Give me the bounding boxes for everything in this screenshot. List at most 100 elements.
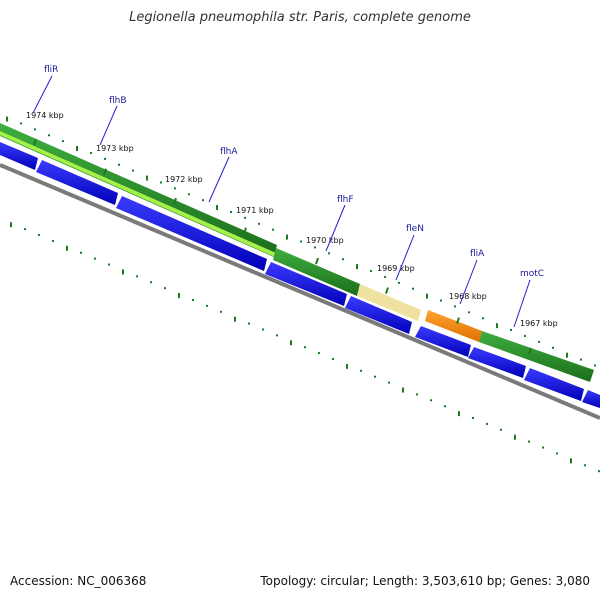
gc-dot — [164, 287, 166, 290]
gene-labels: fliR flhB flhA flhF fleN fliA motC — [32, 65, 544, 328]
gc-dot — [566, 352, 568, 358]
gc-dot — [402, 387, 404, 393]
scale-tick — [173, 197, 177, 205]
gc-dot — [514, 434, 516, 440]
kbp-label: 1970 kbp — [306, 236, 344, 245]
gc-dot — [304, 346, 306, 349]
gc-dot — [132, 169, 134, 172]
kbp-label: 1972 kbp — [165, 175, 203, 184]
gene-label-flhF: flhF — [337, 195, 354, 205]
gc-dot — [206, 304, 208, 307]
gc-dot — [174, 187, 176, 190]
gc-dot — [300, 240, 302, 243]
gc-dot — [584, 464, 586, 467]
gc-dot — [384, 275, 386, 278]
gc-dot — [108, 263, 110, 266]
gc-dot — [122, 269, 124, 275]
gc-dot — [360, 369, 362, 372]
gc-dot — [356, 264, 358, 270]
gene-leader-line — [513, 279, 531, 328]
gc-dot — [258, 222, 260, 225]
reverse-cds-track — [0, 142, 600, 408]
cds-arrow — [524, 368, 584, 401]
inner-dot-track — [10, 222, 600, 473]
scale-tick — [243, 227, 247, 235]
gene-label-fliA: fliA — [470, 249, 485, 259]
cds-arrow — [265, 262, 347, 306]
gene-label-fleN: fleN — [406, 224, 424, 234]
gene-leader-line — [459, 259, 478, 305]
gc-dot — [398, 281, 400, 284]
gc-dot — [374, 375, 376, 378]
scale-tick — [528, 347, 532, 355]
cds-arrow — [345, 296, 412, 334]
genome-backbone — [0, 163, 600, 420]
gc-dot — [76, 146, 78, 152]
gc-dot — [230, 210, 232, 213]
gc-dot — [192, 298, 194, 301]
gc-dot — [556, 452, 558, 455]
gc-dot — [48, 134, 50, 137]
gc-dot — [500, 428, 502, 431]
gc-dot — [146, 175, 148, 181]
gc-dot — [20, 122, 22, 125]
gc-dot — [188, 193, 190, 196]
gc-dot — [94, 257, 96, 260]
gc-dot — [542, 446, 544, 449]
gene-leader-line — [99, 105, 118, 146]
gc-dot — [482, 317, 484, 320]
gene-label-fliR: fliR — [44, 65, 58, 75]
gc-dot — [346, 363, 348, 369]
gc-dot — [370, 270, 372, 273]
gc-dot — [594, 364, 596, 367]
gene-leader-line — [395, 234, 415, 281]
gc-dot — [286, 234, 288, 240]
gc-dot — [388, 381, 390, 384]
feature-fliA — [425, 310, 482, 342]
gc-dot — [528, 440, 530, 443]
kbp-label: 1968 kbp — [449, 292, 487, 301]
gc-dot — [216, 205, 218, 211]
gc-dot — [234, 316, 236, 322]
gene-label-motC: motC — [520, 269, 544, 279]
scale-tick — [103, 168, 107, 176]
gc-dot — [472, 417, 474, 420]
gc-dot — [52, 239, 54, 242]
gene-leader-line — [208, 156, 230, 203]
kbp-label: 1967 kbp — [520, 319, 558, 328]
scale-tick — [33, 138, 37, 146]
gc-dot — [598, 470, 600, 473]
gene-leader-line — [32, 75, 53, 114]
gc-dot — [150, 281, 152, 284]
kbp-label: 1971 kbp — [236, 206, 274, 215]
gc-dot — [570, 458, 572, 464]
gc-dot — [10, 222, 12, 228]
cds-arrow — [116, 196, 267, 271]
forward-feature-track — [0, 123, 594, 382]
feature-fleN — [357, 284, 421, 321]
cds-arrow — [0, 142, 38, 170]
gc-dot — [580, 358, 582, 361]
kbp-label: 1974 kbp — [26, 111, 64, 120]
kbp-scale-labels: 1974 kbp 1973 kbp 1972 kbp 1971 kbp 1970… — [26, 111, 558, 328]
gc-dot — [62, 140, 64, 143]
gc-dot — [468, 311, 470, 314]
gc-dot — [24, 228, 26, 231]
gc-dot — [486, 422, 488, 425]
genome-summary-label: Topology: circular; Length: 3,503,610 bp… — [260, 574, 590, 588]
gc-dot — [440, 299, 442, 302]
gc-dot — [38, 234, 40, 237]
scale-ticks — [33, 138, 532, 355]
gene-leader-line — [325, 204, 346, 252]
gc-dot — [426, 293, 428, 299]
gc-dot — [272, 228, 274, 231]
gc-dot — [510, 329, 512, 332]
gc-dot — [538, 340, 540, 343]
cds-arrow — [468, 347, 526, 378]
gc-dot — [80, 251, 82, 254]
gc-dot — [318, 352, 320, 355]
accession-label: Accession: NC_006368 — [10, 574, 147, 588]
gc-dot — [454, 305, 456, 308]
gc-dot — [342, 258, 344, 261]
